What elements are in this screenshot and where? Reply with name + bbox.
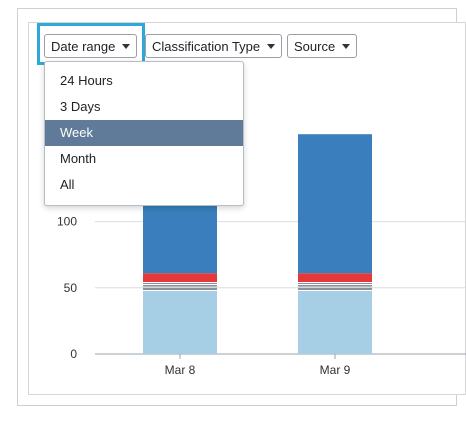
caret-down-icon <box>267 43 276 49</box>
date-range-menu: 24 Hours 3 Days Week Month All <box>44 61 244 206</box>
y-tick-label: 100 <box>57 215 77 229</box>
x-tick-label: Mar 8 <box>165 363 196 377</box>
bar-segment <box>143 282 217 291</box>
menu-item-month[interactable]: Month <box>60 151 97 166</box>
bar-segment <box>143 290 217 354</box>
classification-type-dropdown[interactable]: Classification Type <box>145 34 283 58</box>
classification-type-label: Classification Type <box>152 38 261 54</box>
date-range-label: Date range <box>51 38 116 54</box>
x-tick-label: Mar 9 <box>320 363 351 377</box>
date-range-dropdown[interactable]: Date range <box>44 34 138 58</box>
menu-item-all[interactable]: All <box>60 177 75 192</box>
caret-down-icon <box>122 43 131 49</box>
bar-segment <box>298 282 372 291</box>
caret-down-icon <box>342 43 351 49</box>
bar-segment <box>143 273 217 283</box>
source-label: Source <box>294 38 336 54</box>
y-tick-label: 50 <box>64 281 78 295</box>
source-dropdown[interactable]: Source <box>287 34 358 58</box>
menu-item-week[interactable]: Week <box>45 120 243 146</box>
bar-segment <box>298 273 372 283</box>
bar-segment <box>298 134 372 274</box>
y-tick-label: 0 <box>70 347 77 361</box>
bar-segment <box>298 290 372 354</box>
menu-item-3-days[interactable]: 3 Days <box>60 99 101 114</box>
menu-item-24-hours[interactable]: 24 Hours <box>60 73 113 88</box>
